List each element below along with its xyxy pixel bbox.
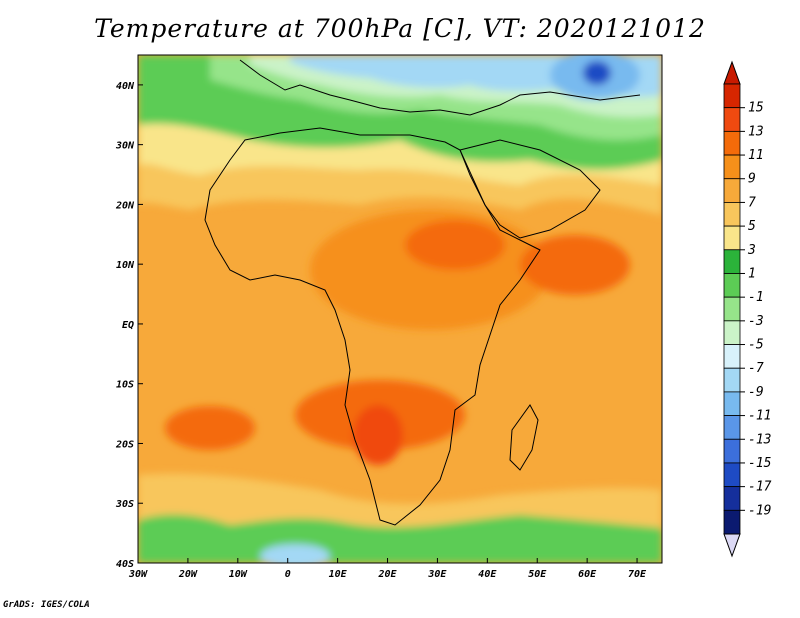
- coastlines: [204, 59, 641, 526]
- colorbar-label: 3: [747, 243, 756, 258]
- colorbar-label: 1: [748, 266, 756, 281]
- colorbar-segment: [723, 202, 741, 227]
- colorbar-label: 9: [748, 172, 756, 187]
- colorbar-segment: [723, 344, 741, 369]
- field-region-south-ocean-cold: [260, 544, 330, 563]
- colorbar-label: 15: [748, 101, 764, 116]
- colorbar-label: -11: [748, 409, 771, 424]
- x-tick-label: 20W: [178, 569, 198, 580]
- colorbar-segment: [723, 320, 741, 345]
- x-tick-label: 30E: [427, 569, 447, 580]
- colorbar-label: -5: [748, 338, 764, 353]
- y-tick-label: 20S: [115, 439, 134, 450]
- colorbar-segment: [723, 509, 741, 535]
- temperature-field: [138, 55, 662, 563]
- y-tick-label: EQ: [122, 320, 134, 331]
- colorbar-label: -13: [748, 432, 771, 447]
- colorbar-label: -1: [748, 290, 764, 305]
- colorbar-segment: [723, 178, 741, 203]
- x-tick-label: 40E: [478, 569, 497, 580]
- colorbar-segment: [723, 107, 741, 132]
- x-tick-label: 0: [285, 569, 291, 580]
- credit-text: GrADS: IGES/COLA: [3, 600, 90, 610]
- colorbar-segment: [723, 273, 741, 298]
- x-tick-label: 60E: [578, 569, 597, 580]
- map-title: Temperature at 700hPa [C], VT: 202012101…: [94, 14, 706, 43]
- y-tick-label: 10N: [116, 260, 135, 271]
- x-tick-label: 20E: [377, 569, 397, 580]
- y-tick-label: 10S: [116, 380, 134, 391]
- field-region-warm-atlantic-south: [165, 406, 255, 450]
- colorbar-label: -15: [748, 456, 772, 471]
- colorbar-segment: [723, 130, 741, 156]
- colorbar-segment: [723, 249, 741, 274]
- colorbar-segment: [723, 225, 741, 251]
- colorbar-label: -3: [748, 314, 764, 329]
- colorbar-segment: [723, 296, 741, 322]
- madagascar-coastline: [509, 404, 539, 471]
- colorbar-label: -9: [748, 385, 764, 400]
- colorbar-label: -19: [748, 503, 771, 518]
- field-region-warm-arabian-sea: [520, 235, 630, 295]
- colorbar-segment: [723, 367, 741, 393]
- y-tick-label: 20N: [115, 200, 135, 211]
- colorbar-segment: [723, 391, 741, 416]
- colorbar-segment: [723, 154, 741, 180]
- colorbar-segment: [723, 415, 741, 440]
- x-tick-label: 10E: [329, 569, 348, 580]
- arabia-coastline: [459, 139, 601, 239]
- colorbar-top-arrow: [723, 60, 741, 85]
- colorbar-segment: [723, 486, 741, 511]
- colorbar-bottom-arrow: [723, 533, 741, 558]
- y-tick-label: 40N: [116, 81, 135, 92]
- plot-frame: [137, 54, 663, 564]
- colorbar: 15 13 11 9 7 5 3 1 -1 -3 -5 -7 -9 -11 -13 -15 -17 -19: [723, 60, 772, 558]
- field-region-cold-core: [583, 61, 611, 85]
- colorbar-segment: [723, 83, 741, 109]
- colorbar-segment: [723, 438, 741, 464]
- x-tick-label: 70E: [628, 569, 647, 580]
- colorbar-segment: [723, 462, 741, 488]
- x-tick-label: 10W: [229, 569, 248, 580]
- colorbar-label: 11: [748, 148, 764, 163]
- y-tick-label: 30N: [115, 141, 135, 152]
- field-region-warm-ethiopia: [405, 220, 505, 270]
- colorbar-label: 13: [748, 124, 764, 139]
- y-tick-label: 40S: [116, 559, 134, 570]
- colorbar-label: 7: [748, 195, 756, 210]
- y-tick-label: 30S: [115, 499, 134, 510]
- x-tick-label: 50E: [528, 569, 547, 580]
- colorbar-label: -7: [748, 361, 764, 376]
- colorbar-label: -17: [748, 480, 772, 495]
- europe-coastline: [239, 59, 641, 116]
- africa-coastline: [204, 127, 541, 526]
- axis-ticks: 30W 20W 10W 0 10E 20E 30E 40E 50E 60E 70E 40N 30N 20N…: [115, 81, 647, 580]
- field-region-hot-kalahari: [353, 405, 403, 465]
- x-tick-label: 30W: [128, 569, 148, 580]
- colorbar-label: 5: [748, 219, 756, 234]
